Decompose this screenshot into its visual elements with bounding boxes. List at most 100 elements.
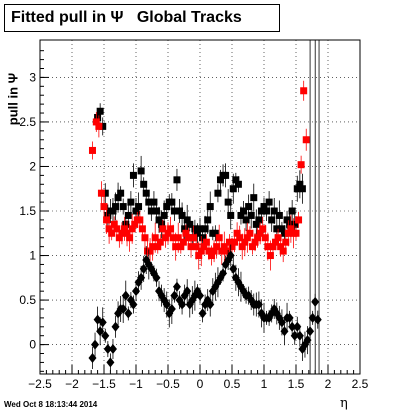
black-square-point (114, 194, 122, 202)
black-square-point (145, 198, 153, 206)
black-square-point (260, 203, 268, 211)
x-tick-label: −1.5 (92, 377, 116, 391)
red-square-point (187, 243, 195, 251)
x-tick-label: −2 (65, 377, 79, 391)
x-tick-label: 1.5 (288, 377, 305, 391)
red-square-point (259, 225, 267, 233)
x-tick-label: −0.5 (156, 377, 180, 391)
red-square-point (195, 252, 203, 260)
diamond-point (172, 281, 181, 292)
diamond-point (137, 272, 146, 283)
diamond-point (196, 290, 204, 301)
red-square-point (159, 225, 167, 233)
red-square-point (118, 229, 126, 237)
y-tick-label: 0.5 (19, 293, 36, 307)
red-square-point (141, 234, 149, 242)
red-square-point (223, 247, 231, 255)
red-square-point (95, 122, 103, 130)
red-square-point (126, 234, 134, 242)
black-square-point (101, 189, 109, 197)
diamond-point (277, 317, 286, 328)
diamond-point (280, 326, 289, 337)
black-square-point (127, 198, 135, 206)
black-square-point (245, 203, 253, 211)
red-square-point (161, 234, 169, 242)
red-square-point (277, 243, 285, 251)
red-square-point (205, 247, 213, 255)
red-square-point (138, 225, 146, 233)
black-square-point (211, 229, 219, 237)
red-square-point (169, 234, 177, 242)
black-square-point (257, 207, 265, 215)
black-square-point (204, 216, 212, 224)
y-tick-label: 3 (29, 70, 36, 84)
red-square-point (241, 238, 249, 246)
red-square-point (179, 238, 187, 246)
diamond-point (167, 303, 176, 314)
diamond-point (88, 352, 97, 363)
red-square-point (248, 243, 256, 251)
diamond-point (124, 308, 133, 319)
red-square-point (190, 234, 198, 242)
diamond-point (103, 344, 112, 355)
red-square-point (292, 229, 300, 237)
red-square-point (177, 243, 185, 251)
red-square-point (208, 252, 216, 260)
black-square-point (291, 220, 299, 228)
black-square-point (186, 220, 194, 228)
diamond-point (170, 290, 179, 301)
diamond-point (98, 317, 107, 328)
black-square-point (283, 216, 291, 224)
x-tick-label: −2.5 (28, 377, 52, 391)
black-square-point (94, 113, 102, 121)
black-square-point (280, 229, 288, 237)
diamond-point (106, 357, 115, 368)
red-square-point (154, 243, 162, 251)
black-square-point (250, 194, 258, 202)
red-square-point (100, 203, 108, 211)
red-square-point (254, 234, 262, 242)
black-square-point (196, 225, 204, 233)
y-axis-label-text: pull in Ψ (5, 72, 21, 126)
diamond-point (198, 308, 207, 319)
diamond-point (206, 299, 215, 310)
black-square-point (293, 185, 301, 193)
red-square-point (151, 234, 159, 242)
diamond-point (285, 312, 294, 323)
y-tick-label: 1.5 (19, 204, 36, 218)
black-square-point (298, 185, 306, 193)
black-square-point (104, 211, 112, 219)
red-square-point (220, 243, 228, 251)
y-tick-label: 2 (29, 159, 36, 173)
red-square-point (261, 234, 269, 242)
red-square-point (131, 220, 139, 228)
y-tick-label: 0 (29, 338, 36, 352)
diamond-point (288, 321, 297, 332)
black-square-point (142, 189, 150, 197)
red-square-point (264, 243, 272, 251)
black-square-point (137, 167, 145, 175)
red-square-point (218, 247, 226, 255)
red-square-point (295, 216, 303, 224)
black-square-point (124, 211, 132, 219)
plot-frame (39, 39, 361, 375)
x-tick-label: 0 (197, 377, 204, 391)
x-axis-label: η (340, 396, 348, 411)
diamond-point (226, 250, 235, 261)
black-square-point (240, 207, 248, 215)
red-square-point (210, 247, 218, 255)
red-square-point (146, 247, 154, 255)
red-square-point (274, 234, 282, 242)
black-square-point (216, 176, 224, 184)
black-square-point (278, 225, 286, 233)
red-square-point (172, 243, 180, 251)
x-tick-label: 2 (325, 377, 332, 391)
diamond-point (101, 330, 110, 341)
black-square-point (176, 207, 184, 215)
red-square-point (197, 247, 205, 255)
black-square-point (268, 216, 276, 224)
red-square-point (228, 243, 236, 251)
diamond-point (313, 314, 322, 325)
red-square-point (246, 229, 254, 237)
y-tick-label: 2.5 (19, 115, 36, 129)
